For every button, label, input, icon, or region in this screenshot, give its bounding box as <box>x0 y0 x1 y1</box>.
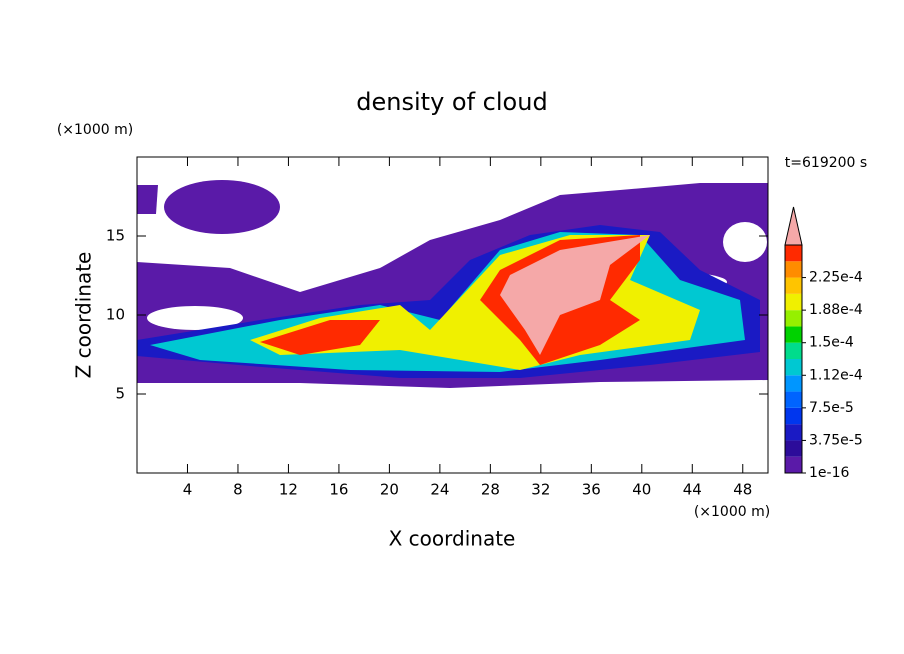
x-tick-label: 24 <box>430 481 449 499</box>
y-tick-label: 10 <box>106 306 125 324</box>
colorbar-label: 1e-16 <box>809 465 849 481</box>
x-tick-label: 28 <box>481 481 500 499</box>
colorbar-label: 7.5e-5 <box>809 400 854 416</box>
y-axis-title: Z coordinate <box>72 252 96 379</box>
colorbar-band <box>785 245 802 262</box>
x-tick-label: 44 <box>683 481 702 499</box>
y-unit-label: (×1000 m) <box>57 122 133 138</box>
colorbar-label: 1.12e-4 <box>809 367 863 383</box>
colorbar-band <box>785 293 802 311</box>
x-tick-label: 32 <box>531 481 550 499</box>
colorbar-band <box>785 375 802 392</box>
colorbar-band <box>785 342 802 359</box>
x-tick-label: 12 <box>279 481 298 499</box>
x-tick-label: 40 <box>632 481 651 499</box>
y-tick-label: 15 <box>106 227 125 245</box>
colorbar-band <box>785 261 802 278</box>
colorbar-band <box>785 391 802 408</box>
x-tick-label: 36 <box>582 481 601 499</box>
colorbar-band <box>785 407 802 425</box>
y-tick-label: 5 <box>115 385 125 403</box>
colorbar-band <box>785 277 802 294</box>
colorbar-band <box>785 326 802 343</box>
x-tick-label: 16 <box>329 481 348 499</box>
colorbar-band <box>785 424 802 441</box>
colorbar-label: 1.88e-4 <box>809 302 863 318</box>
colorbar-frame <box>784 244 803 474</box>
colorbar-band <box>785 359 802 376</box>
time-label: t=619200 s <box>785 155 867 171</box>
colorbar-label: 1.5e-4 <box>809 335 854 351</box>
chart-title: density of cloud <box>356 88 547 116</box>
colorbar-band <box>785 440 802 457</box>
colorbar-band <box>785 310 802 327</box>
x-tick-label: 4 <box>183 481 193 499</box>
colorbar-extend <box>784 206 803 246</box>
colorbar-label: 2.25e-4 <box>809 270 863 286</box>
colorbar-label: 3.75e-5 <box>809 432 863 448</box>
x-tick-label: 8 <box>233 481 243 499</box>
x-axis-title: X coordinate <box>389 527 516 551</box>
contour-field <box>137 180 768 388</box>
colorbar-band <box>785 456 802 473</box>
x-unit-label: (×1000 m) <box>694 504 770 520</box>
x-tick-label: 48 <box>733 481 752 499</box>
x-tick-label: 20 <box>380 481 399 499</box>
